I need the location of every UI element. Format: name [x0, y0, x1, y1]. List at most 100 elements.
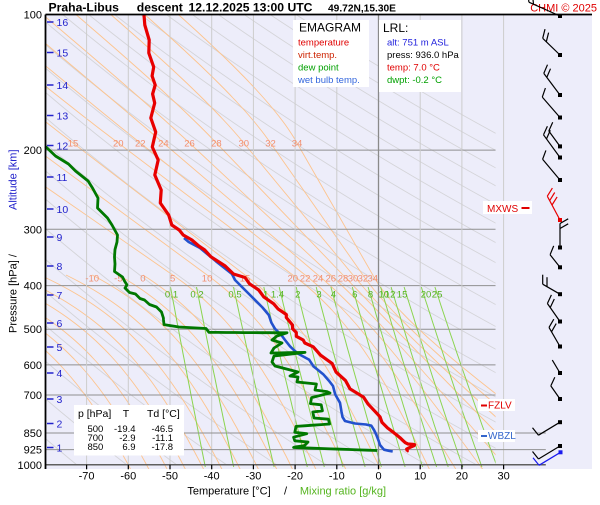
svg-text:0: 0 [375, 471, 381, 483]
svg-text:EMAGRAM: EMAGRAM [299, 21, 361, 35]
svg-text:9: 9 [57, 232, 63, 244]
svg-text:FZLV: FZLV [488, 401, 512, 412]
svg-text:dwpt: -0.2 °C: dwpt: -0.2 °C [387, 75, 442, 86]
svg-text:30: 30 [239, 139, 250, 150]
svg-text:12: 12 [385, 290, 396, 301]
svg-text:p [hPa]: p [hPa] [78, 408, 111, 420]
svg-text:6: 6 [57, 318, 63, 330]
svg-text:Mixing ratio [g/kg]: Mixing ratio [g/kg] [300, 486, 386, 498]
svg-text:6.9: 6.9 [122, 442, 135, 453]
svg-text:0.2: 0.2 [190, 290, 203, 301]
svg-text:3: 3 [316, 290, 321, 301]
svg-text:WBZL: WBZL [488, 431, 516, 442]
svg-text:34: 34 [368, 274, 379, 285]
svg-text:28: 28 [211, 139, 222, 150]
svg-text:850: 850 [24, 428, 42, 440]
svg-text:12.12.2025 13:00 UTC: 12.12.2025 13:00 UTC [189, 1, 313, 15]
svg-text:Pressure [hPa] /: Pressure [hPa] / [8, 253, 20, 333]
svg-text:22: 22 [300, 274, 311, 285]
svg-text:15: 15 [397, 290, 408, 301]
svg-text:4: 4 [57, 368, 63, 380]
svg-text:24: 24 [313, 274, 324, 285]
svg-text:34: 34 [292, 139, 303, 150]
svg-text:200: 200 [24, 145, 42, 157]
svg-text:500: 500 [24, 324, 42, 336]
svg-text:22: 22 [135, 139, 146, 150]
svg-text:-10: -10 [329, 471, 345, 483]
svg-text:Altitude [km]: Altitude [km] [8, 149, 20, 210]
svg-text:-5: -5 [114, 274, 122, 285]
svg-text:100: 100 [24, 10, 42, 22]
svg-text:/: / [284, 486, 288, 498]
svg-text:30: 30 [348, 274, 359, 285]
svg-text:600: 600 [24, 360, 42, 372]
svg-text:virt.temp.: virt.temp. [298, 50, 337, 61]
svg-text:Td [°C]: Td [°C] [147, 408, 180, 420]
svg-text:temp: 7.0 °C: temp: 7.0 °C [387, 63, 440, 74]
svg-text:26: 26 [326, 274, 337, 285]
svg-text:20: 20 [421, 290, 432, 301]
svg-text:descent: descent [137, 1, 183, 15]
svg-text:11: 11 [57, 172, 68, 184]
svg-text:32: 32 [358, 274, 369, 285]
svg-text:-19.4: -19.4 [114, 424, 136, 435]
svg-text:0.1: 0.1 [165, 290, 178, 301]
svg-text:0.5: 0.5 [228, 290, 241, 301]
svg-text:10: 10 [202, 274, 213, 285]
svg-text:-10: -10 [85, 274, 99, 285]
svg-text:alt: 751 m ASL: alt: 751 m ASL [387, 38, 449, 49]
svg-text:1: 1 [57, 442, 63, 454]
svg-text:26: 26 [184, 139, 195, 150]
svg-text:T: T [123, 408, 130, 420]
svg-text:Praha-Libus: Praha-Libus [49, 1, 120, 15]
svg-text:700: 700 [24, 390, 42, 402]
svg-text:10: 10 [57, 204, 69, 216]
svg-text:1: 1 [263, 290, 268, 301]
svg-text:49.72N,15.30E: 49.72N,15.30E [328, 4, 396, 15]
svg-text:25: 25 [432, 290, 443, 301]
svg-text:MXWS: MXWS [487, 204, 518, 215]
svg-text:8: 8 [368, 290, 373, 301]
svg-text:LRL:: LRL: [383, 21, 408, 35]
svg-text:wet bulb temp.: wet bulb temp. [297, 75, 360, 86]
svg-text:-20: -20 [287, 471, 303, 483]
svg-text:20: 20 [456, 471, 468, 483]
svg-text:-70: -70 [79, 471, 95, 483]
svg-text:24: 24 [158, 139, 169, 150]
svg-text:850: 850 [87, 442, 103, 453]
svg-text:-2.9: -2.9 [119, 433, 135, 444]
svg-text:-30: -30 [245, 471, 261, 483]
svg-text:CHMI © 2025: CHMI © 2025 [530, 3, 597, 15]
svg-text:-11.1: -11.1 [152, 433, 173, 444]
svg-text:300: 300 [24, 224, 42, 236]
svg-text:15: 15 [68, 139, 79, 150]
svg-text:20: 20 [113, 139, 124, 150]
svg-text:-40: -40 [204, 471, 220, 483]
svg-text:press: 936.0 hPa: press: 936.0 hPa [387, 50, 460, 61]
svg-text:3: 3 [57, 394, 63, 406]
svg-text:8: 8 [57, 261, 63, 273]
svg-text:20: 20 [288, 274, 299, 285]
svg-text:10: 10 [379, 290, 390, 301]
svg-text:temperature: temperature [298, 38, 349, 49]
svg-text:5: 5 [57, 342, 63, 354]
svg-text:6: 6 [352, 290, 357, 301]
svg-text:12: 12 [57, 140, 69, 152]
svg-text:dew point: dew point [298, 63, 339, 74]
svg-text:30: 30 [497, 471, 509, 483]
svg-text:13: 13 [57, 110, 69, 122]
svg-text:-60: -60 [120, 471, 136, 483]
svg-text:-46.5: -46.5 [151, 424, 173, 435]
svg-text:7: 7 [57, 290, 63, 302]
svg-text:15: 15 [57, 47, 69, 59]
svg-text:Temperature [°C]: Temperature [°C] [187, 486, 270, 498]
svg-text:5: 5 [170, 274, 175, 285]
svg-text:28: 28 [338, 274, 349, 285]
svg-text:700: 700 [87, 433, 103, 444]
svg-text:16: 16 [57, 17, 69, 29]
svg-text:2: 2 [295, 290, 300, 301]
svg-text:400: 400 [24, 281, 42, 293]
svg-text:1.4: 1.4 [271, 290, 284, 301]
svg-text:925: 925 [24, 445, 42, 457]
svg-text:-50: -50 [162, 471, 178, 483]
